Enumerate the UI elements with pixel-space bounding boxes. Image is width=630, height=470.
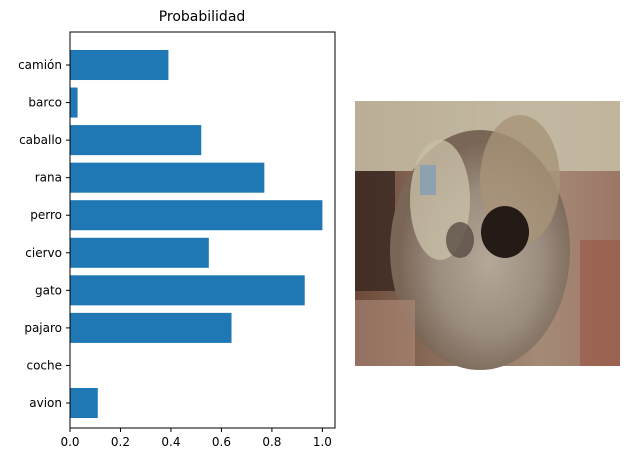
y-tick-label: coche	[26, 358, 62, 372]
x-axis: 0.0 0.2 0.4 0.6 0.8 1.0	[60, 428, 332, 449]
bar-caballo	[70, 125, 202, 156]
bar-avion	[70, 387, 98, 419]
plot-frame	[69, 31, 336, 429]
y-tick-label: caballo	[19, 133, 62, 147]
bar-pajaro	[70, 312, 232, 343]
x-tick-label: 1.0	[313, 435, 332, 449]
y-tick-label: pajaro	[24, 321, 62, 335]
y-tick-label: gato	[35, 283, 62, 297]
bar-camión	[70, 49, 169, 81]
bar-ciervo	[70, 237, 209, 268]
x-tick-label: 0.6	[212, 435, 231, 449]
chart-title: Probabilidad	[159, 9, 246, 25]
y-tick-label: avion	[29, 396, 62, 410]
y-tick-label: camión	[18, 58, 62, 72]
bar-gato	[70, 275, 305, 306]
y-tick-label: perro	[30, 208, 62, 222]
y-axis: avion coche pajaro gato ciervo perro rana cabal…	[18, 58, 70, 410]
x-tick-label: 0.0	[60, 435, 79, 449]
y-tick-label: ciervo	[25, 246, 62, 260]
bars-group	[70, 49, 323, 419]
bar-barco	[70, 87, 78, 118]
x-tick-label: 0.2	[111, 435, 130, 449]
x-tick-label: 0.8	[262, 435, 281, 449]
y-tick-label: rana	[35, 171, 62, 185]
x-tick-label: 0.4	[161, 435, 180, 449]
bar-perro	[70, 200, 323, 231]
bar-rana	[70, 162, 265, 193]
dog-image	[355, 101, 620, 370]
y-tick-label: barco	[28, 96, 62, 110]
